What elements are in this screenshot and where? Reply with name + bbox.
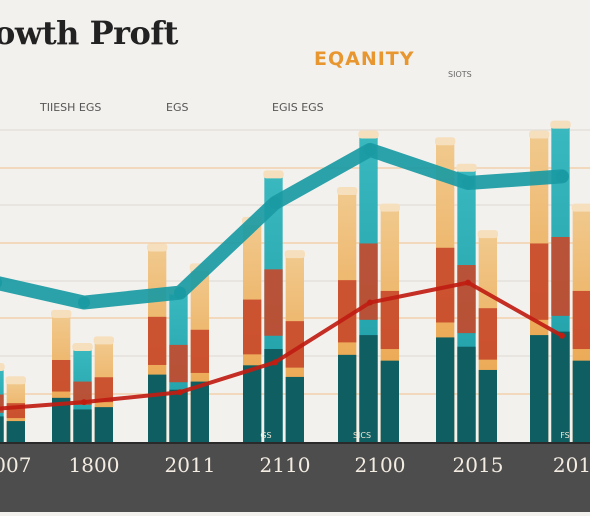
x-tick-label: 2011 xyxy=(165,453,216,477)
bar-cap xyxy=(93,336,114,345)
bar-base xyxy=(359,335,378,442)
chart-title: owth Proft xyxy=(0,14,178,52)
line-point xyxy=(367,299,373,306)
x-tick-label: 2015 xyxy=(453,453,504,477)
bar-band xyxy=(52,359,71,392)
bar-cap xyxy=(477,230,498,239)
bar-band xyxy=(73,381,92,405)
bar-cap xyxy=(379,203,400,212)
bar-base xyxy=(6,421,26,442)
bar-cap xyxy=(571,203,590,212)
line-point xyxy=(559,332,565,339)
bar-base xyxy=(243,365,262,442)
bar-band xyxy=(94,377,113,403)
bar-band xyxy=(285,321,304,368)
x-tick-label: 1800 xyxy=(69,453,120,477)
legend-entry-right: EGIS EGS xyxy=(272,101,324,114)
bar-base xyxy=(148,374,167,442)
bar-base xyxy=(190,381,209,442)
line-point xyxy=(364,143,376,156)
x-tick-label: 201 xyxy=(553,453,590,477)
line-point xyxy=(556,170,568,183)
bar-base xyxy=(0,416,4,442)
bar-base xyxy=(73,409,92,442)
bar-band xyxy=(264,269,283,336)
bar-base xyxy=(264,349,283,442)
bar-base xyxy=(169,389,188,442)
x-axis: 2007 1800 2011 2110 2100 2015 201 GS SICS FS xyxy=(0,431,590,512)
bar-band xyxy=(169,344,188,383)
line-point xyxy=(78,296,90,309)
bar-base xyxy=(94,407,113,442)
bar-band xyxy=(148,316,167,365)
line-point xyxy=(465,279,471,286)
bar-band xyxy=(530,243,549,320)
bar-base xyxy=(52,397,71,442)
line-point xyxy=(0,278,2,288)
bar-base xyxy=(530,335,549,442)
line-point xyxy=(177,389,183,396)
bar-cap xyxy=(263,170,284,179)
bar-cap xyxy=(72,343,93,352)
bar-cap xyxy=(0,362,5,371)
legend-entry-left: TIIESH EGS xyxy=(40,101,102,114)
x-tick-label: 2100 xyxy=(355,453,406,477)
bars xyxy=(0,120,590,442)
note-top-right: SIOTS xyxy=(448,70,472,79)
bottom-label: FS xyxy=(560,431,570,440)
lines xyxy=(0,142,569,411)
line-point xyxy=(269,196,281,209)
bar-base xyxy=(338,354,357,442)
bar-band xyxy=(478,308,497,360)
bar-base xyxy=(478,369,497,442)
bar-cap xyxy=(284,250,305,259)
bar-band xyxy=(190,329,209,373)
line-point xyxy=(81,399,87,406)
line-point xyxy=(272,359,278,366)
bar-base xyxy=(572,360,590,442)
bar-base xyxy=(380,360,399,442)
bar-cap xyxy=(456,163,477,172)
bar-band xyxy=(551,236,570,316)
bar-cap xyxy=(435,137,456,146)
bar-cap xyxy=(550,120,571,129)
bar-base xyxy=(436,337,455,442)
x-axis-band xyxy=(0,442,590,512)
bar-base xyxy=(551,331,570,442)
bar-cap xyxy=(5,376,27,385)
bottom-label: GS xyxy=(260,431,271,440)
bar-band xyxy=(436,247,455,323)
bar-band xyxy=(0,394,4,413)
bar-band xyxy=(338,280,357,343)
bar-cap xyxy=(529,130,550,139)
bar-band xyxy=(380,290,399,350)
bar-band xyxy=(457,265,476,334)
bar-base xyxy=(457,346,476,442)
line-point xyxy=(174,286,186,299)
bar-cap xyxy=(51,309,72,318)
bar-base xyxy=(285,376,304,442)
bar-cap xyxy=(337,187,358,195)
chart-subtitle: EQANITY xyxy=(314,48,415,70)
x-tick-label: 2007 xyxy=(0,453,31,477)
bottom-label: SICS xyxy=(353,431,371,440)
line-point xyxy=(462,177,474,190)
x-tick-label: 2110 xyxy=(260,453,311,477)
bar-cap xyxy=(147,243,168,252)
bar-band xyxy=(572,290,590,350)
legend-entry-mid: EGS xyxy=(166,101,189,114)
bar-band xyxy=(243,299,262,355)
bar-cap xyxy=(358,130,379,139)
